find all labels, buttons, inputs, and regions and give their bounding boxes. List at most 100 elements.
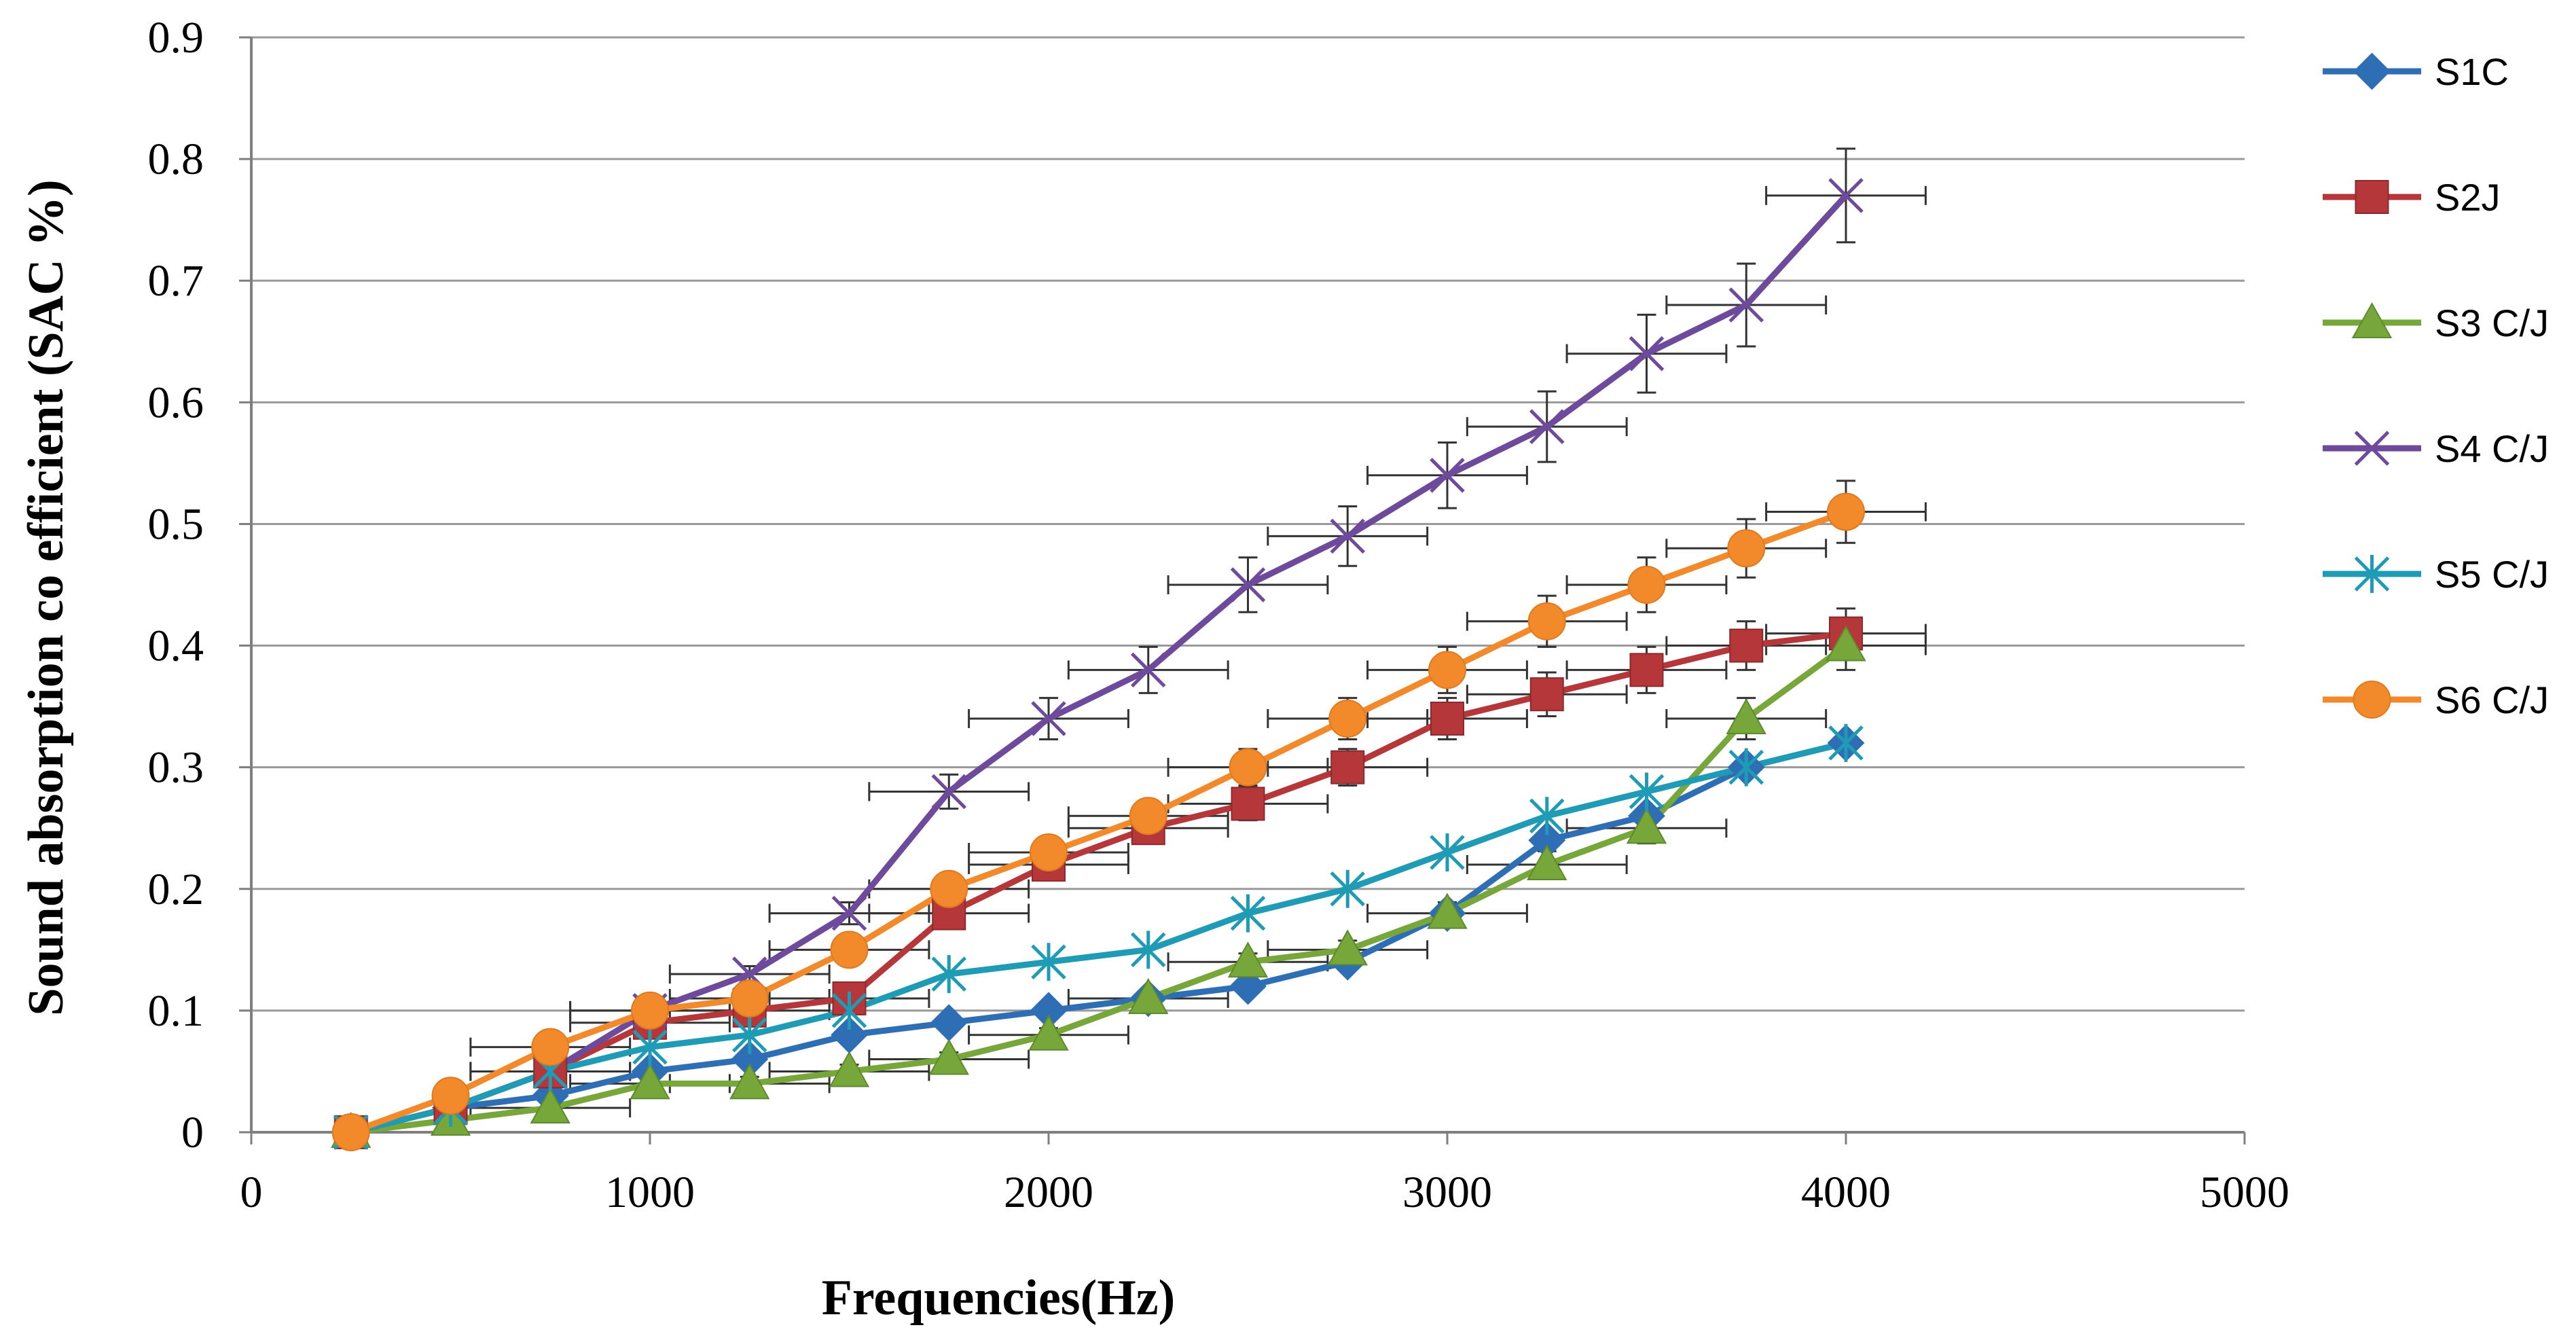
data-point-3 xyxy=(1527,844,1567,880)
legend-swatch-marker-stroke xyxy=(2354,431,2390,466)
legend: S1C S2J S3 C/J S4 C/J S5 C/J S6 C/J xyxy=(2323,50,2549,721)
data-point-4 xyxy=(931,774,967,810)
data-point-3 xyxy=(1227,941,1269,978)
data-point-6 xyxy=(1328,700,1367,738)
legend-swatch-marker xyxy=(2354,431,2390,466)
legend-item-3: S3 C/J xyxy=(2323,302,2549,344)
x-tick-label: 5000 xyxy=(2200,1168,2289,1217)
data-point-3 xyxy=(1626,808,1667,844)
axes xyxy=(239,36,2246,1144)
x-tick-label: 2000 xyxy=(1004,1168,1093,1217)
data-point-6 xyxy=(930,869,968,908)
y-axis-title: Sound absorption co efficient (SAC %) xyxy=(18,179,74,1015)
data-point-4 xyxy=(1629,336,1665,372)
data-point-3 xyxy=(630,1063,670,1100)
data-point-4-stroke xyxy=(1031,701,1066,736)
data-point-5 xyxy=(1728,748,1764,787)
data-point-4 xyxy=(1330,518,1366,554)
gridlines xyxy=(251,36,2245,1012)
series-line-6 xyxy=(350,509,1847,1136)
data-point-3 xyxy=(829,1051,870,1087)
data-point-6 xyxy=(1527,602,1566,640)
y-tick-label: 0 xyxy=(181,1108,204,1157)
data-point-6 xyxy=(830,931,869,969)
data-point-3 xyxy=(1028,1014,1069,1051)
data-point-4-stroke xyxy=(1130,652,1166,688)
y-tick-label: 0.2 xyxy=(148,865,204,914)
data-point-5 xyxy=(731,1015,767,1054)
data-point-4-stroke xyxy=(1529,409,1565,444)
legend-label: S3 C/J xyxy=(2435,302,2549,344)
data-point-4-stroke xyxy=(1430,458,1465,493)
data-point-4-stroke xyxy=(831,895,867,931)
legend-item-5: S5 C/J xyxy=(2323,553,2549,596)
legend-label: S6 C/J xyxy=(2435,679,2549,721)
series-line-1 xyxy=(350,740,1847,1136)
data-point-6 xyxy=(631,991,669,1030)
series-lines xyxy=(350,193,1849,1136)
data-point-5 xyxy=(1529,797,1565,835)
data-point-5 xyxy=(1330,869,1366,908)
x-tick-label: 3000 xyxy=(1402,1168,1492,1217)
data-point-2 xyxy=(1231,787,1265,821)
data-point-4-stroke xyxy=(1230,567,1266,602)
legend-swatch-marker xyxy=(2353,52,2391,90)
tick-labels: 0 0.1 0.2 0.3 0.4 0.5 0.6 0.7 0.8 0.9 0 1000 2000 300… xyxy=(148,13,2290,1217)
legend-label: S2J xyxy=(2435,176,2501,219)
data-point-4 xyxy=(1430,458,1465,493)
x-tick-label: 1000 xyxy=(605,1168,695,1217)
data-point-6 xyxy=(1727,529,1766,568)
data-point-5 xyxy=(1828,723,1864,762)
data-point-2 xyxy=(1729,628,1764,663)
data-point-2 xyxy=(1430,702,1464,736)
data-point-6 xyxy=(331,1113,370,1151)
legend-swatch-marker xyxy=(2354,555,2390,593)
y-tick-label: 0.4 xyxy=(148,621,204,671)
data-point-5 xyxy=(931,955,967,994)
legend-label: S4 C/J xyxy=(2435,427,2549,470)
data-point-5 xyxy=(831,991,867,1030)
data-point-4 xyxy=(831,895,867,931)
data-point-4 xyxy=(1230,567,1266,602)
data-point-6 xyxy=(1827,492,1865,531)
data-point-5 xyxy=(1130,931,1166,969)
data-point-6 xyxy=(1129,797,1167,835)
y-tick-label: 0.6 xyxy=(148,378,204,427)
y-tick-label: 0.3 xyxy=(148,743,204,793)
y-tick-label: 0.9 xyxy=(148,13,204,62)
y-tick-label: 0.5 xyxy=(148,499,204,549)
data-point-4-stroke xyxy=(1330,518,1366,554)
data-point-5 xyxy=(1629,772,1665,811)
data-point-6 xyxy=(1030,833,1068,872)
data-point-3 xyxy=(729,1063,770,1100)
data-point-4 xyxy=(1828,178,1864,213)
data-point-6 xyxy=(1627,566,1666,604)
data-point-2 xyxy=(1629,653,1664,687)
legend-swatch-marker xyxy=(2353,681,2391,719)
data-point-4 xyxy=(1031,701,1066,736)
data-point-5 xyxy=(1430,833,1465,872)
series-line-2 xyxy=(350,630,1847,1136)
data-point-4 xyxy=(1529,409,1565,444)
data-point-2 xyxy=(1330,750,1365,784)
x-tick-label: 4000 xyxy=(1801,1168,1891,1217)
series-line-5 xyxy=(350,740,1847,1136)
data-point-6 xyxy=(1229,748,1267,787)
legend-item-4: S4 C/J xyxy=(2323,427,2549,470)
legend-label: S1C xyxy=(2435,50,2509,93)
data-point-4 xyxy=(1130,652,1166,688)
legend-swatch-marker xyxy=(2351,302,2393,338)
data-point-3 xyxy=(1128,977,1169,1014)
data-point-3 xyxy=(1826,625,1866,662)
data-point-6 xyxy=(431,1077,470,1115)
data-point-3 xyxy=(928,1039,969,1075)
data-point-5 xyxy=(1230,894,1266,933)
legend-item-6: S6 C/J xyxy=(2323,679,2549,721)
data-point-4-stroke xyxy=(1828,178,1864,213)
data-point-6 xyxy=(1428,651,1466,689)
legend-item-1: S1C xyxy=(2323,50,2509,93)
data-point-3 xyxy=(1327,929,1368,966)
data-point-2 xyxy=(1529,677,1564,712)
